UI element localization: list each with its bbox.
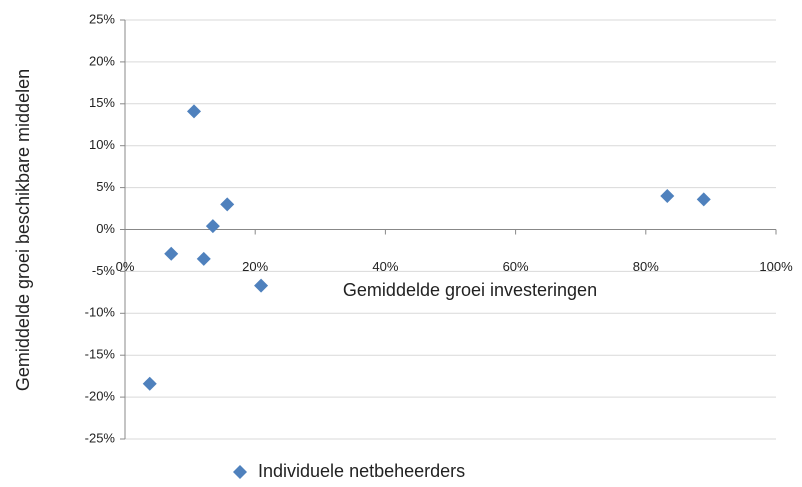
legend-marker (233, 465, 247, 479)
y-tick-label: 25% (89, 11, 115, 26)
x-tick-label: 60% (503, 259, 529, 274)
x-tick-label: 0% (116, 259, 135, 274)
data-point (220, 197, 235, 212)
data-point (696, 192, 711, 207)
x-tick-label: 20% (242, 259, 268, 274)
data-point (205, 219, 220, 234)
x-tick-label: 100% (759, 259, 793, 274)
y-tick-label: 15% (89, 95, 115, 110)
y-tick-label: 0% (96, 221, 115, 236)
y-tick-label: -25% (85, 430, 116, 445)
data-point (187, 104, 202, 119)
y-tick-label: -10% (85, 305, 116, 320)
x-tick-label: 80% (633, 259, 659, 274)
data-point (196, 251, 211, 266)
y-tick-label: 10% (89, 137, 115, 152)
x-axis-title: Gemiddelde groei investeringen (343, 280, 597, 300)
y-tick-label: 5% (96, 179, 115, 194)
y-tick-label: -15% (85, 347, 116, 362)
legend-label: Individuele netbeheerders (258, 461, 465, 481)
data-point (254, 278, 269, 293)
y-axis-title: Gemiddelde groei beschikbare middelen (13, 69, 33, 391)
y-tick-label: -20% (85, 389, 116, 404)
data-point (142, 376, 157, 391)
y-tick-label: 20% (89, 53, 115, 68)
y-tick-label: -5% (92, 263, 116, 278)
data-point (660, 188, 675, 203)
data-point (164, 246, 179, 261)
x-tick-label: 40% (372, 259, 398, 274)
